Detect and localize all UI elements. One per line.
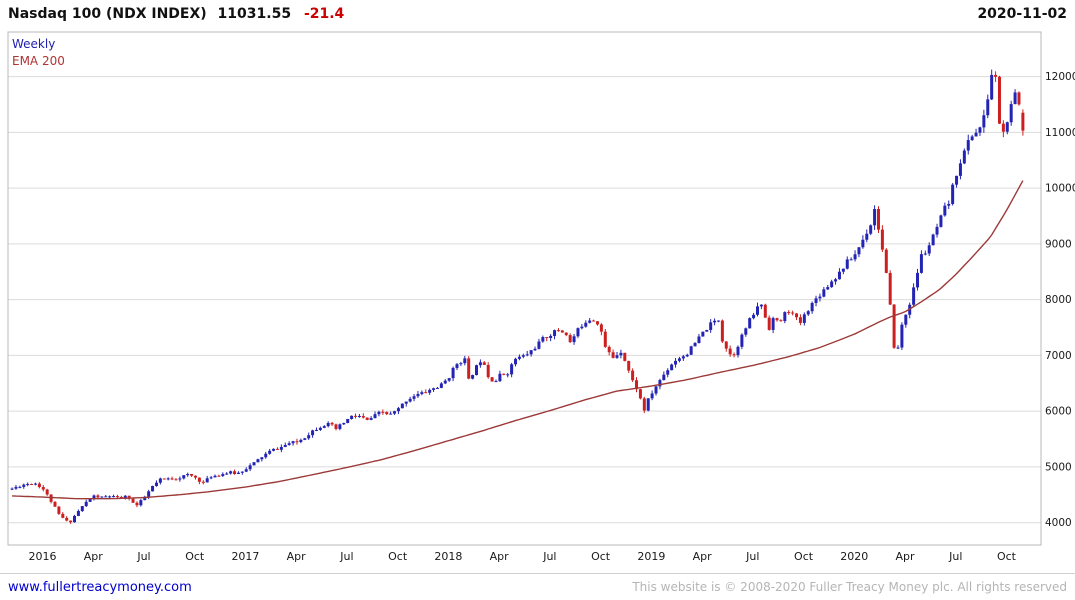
legend-ema-label: EMA 200	[12, 54, 65, 68]
x-axis-labels: 2016 Apr Jul Oct 2017 Apr Jul Oct 2018 Apr Jul Oct 2…	[29, 550, 1017, 563]
svg-text:Apr: Apr	[693, 550, 713, 563]
svg-text:11000: 11000	[1045, 127, 1075, 139]
grid-layer	[8, 76, 1041, 524]
legend-weekly-label: Weekly	[12, 37, 56, 51]
svg-text:2018: 2018	[434, 550, 462, 563]
svg-text:2016: 2016	[29, 550, 57, 563]
price-change: -21.4	[303, 6, 345, 22]
svg-text:Oct: Oct	[591, 550, 611, 563]
svg-text:8000: 8000	[1045, 294, 1072, 306]
svg-text:6000: 6000	[1045, 406, 1072, 418]
svg-text:12000: 12000	[1045, 71, 1075, 83]
svg-text:Oct: Oct	[997, 550, 1017, 563]
plot-border	[7, 31, 1042, 546]
svg-text:Jul: Jul	[948, 550, 962, 563]
chart-date: 2020-11-02	[977, 6, 1067, 22]
chart-title: Nasdaq 100 (NDX INDEX) 11031.55 -21.4	[8, 6, 344, 22]
svg-text:7000: 7000	[1045, 350, 1072, 362]
svg-text:4000: 4000	[1045, 517, 1072, 529]
svg-text:Apr: Apr	[287, 550, 307, 563]
svg-text:Oct: Oct	[794, 550, 814, 563]
chart-header: Nasdaq 100 (NDX INDEX) 11031.55 -21.4 20…	[0, 0, 1075, 30]
site-link[interactable]: www.fullertreacymoney.com	[8, 579, 192, 595]
svg-text:Jul: Jul	[542, 550, 556, 563]
y-axis-labels: 4000 5000 6000 7000 8000 9000 10000 11000 12000	[1045, 71, 1075, 529]
candles-layer	[10, 69, 1025, 524]
svg-text:Apr: Apr	[490, 550, 510, 563]
svg-text:Jul: Jul	[745, 550, 759, 563]
svg-text:10000: 10000	[1045, 183, 1075, 195]
svg-text:Jul: Jul	[136, 550, 150, 563]
page-footer: www.fullertreacymoney.com This website i…	[0, 573, 1075, 600]
legend: Weekly EMA 200	[12, 36, 65, 70]
svg-text:Jul: Jul	[339, 550, 353, 563]
ema-line	[12, 180, 1024, 500]
svg-text:Oct: Oct	[388, 550, 408, 563]
svg-text:2019: 2019	[637, 550, 665, 563]
svg-text:5000: 5000	[1045, 461, 1072, 473]
svg-text:9000: 9000	[1045, 238, 1072, 250]
svg-text:Apr: Apr	[84, 550, 104, 563]
svg-text:2020: 2020	[840, 550, 868, 563]
svg-text:Oct: Oct	[185, 550, 205, 563]
last-price: 11031.55	[217, 6, 292, 22]
svg-text:2017: 2017	[231, 550, 259, 563]
instrument-name: Nasdaq 100 (NDX INDEX)	[8, 6, 207, 22]
copyright-text: This website is © 2008-2020 Fuller Treac…	[632, 580, 1067, 594]
svg-text:Apr: Apr	[896, 550, 916, 563]
